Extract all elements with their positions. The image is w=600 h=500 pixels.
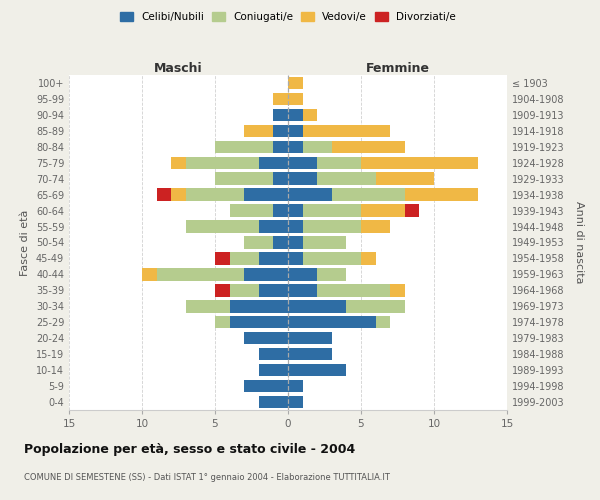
Bar [230, 300, 288, 312]
Legend: Celibi/Nubili, Coniugati/e, Vedovi/e, Divorziati/e: Celibi/Nubili, Coniugati/e, Vedovi/e, Di… [116, 8, 460, 26]
Bar [186, 156, 259, 169]
Bar [288, 364, 346, 376]
Bar [215, 172, 274, 185]
Bar [302, 108, 317, 121]
Bar [186, 300, 230, 312]
Bar [361, 252, 376, 264]
Bar [288, 380, 302, 392]
Bar [171, 188, 186, 201]
Bar [361, 220, 390, 233]
Bar [288, 332, 332, 344]
Text: Maschi: Maschi [154, 62, 203, 75]
Bar [288, 140, 302, 153]
Bar [332, 140, 405, 153]
Bar [274, 140, 288, 153]
Bar [244, 236, 274, 248]
Bar [259, 252, 288, 264]
Bar [288, 156, 317, 169]
Bar [317, 268, 346, 280]
Bar [288, 300, 346, 312]
Bar [142, 268, 157, 280]
Bar [288, 172, 317, 185]
Bar [259, 396, 288, 408]
Y-axis label: Anni di nascita: Anni di nascita [574, 201, 584, 284]
Bar [244, 124, 274, 137]
Bar [244, 332, 288, 344]
Bar [230, 284, 259, 296]
Bar [186, 188, 244, 201]
Bar [288, 77, 302, 89]
Bar [288, 124, 302, 137]
Bar [244, 188, 288, 201]
Bar [259, 364, 288, 376]
Bar [288, 92, 302, 105]
Bar [259, 348, 288, 360]
Bar [274, 108, 288, 121]
Bar [288, 220, 302, 233]
Bar [288, 236, 302, 248]
Bar [302, 220, 361, 233]
Bar [288, 188, 332, 201]
Bar [274, 172, 288, 185]
Bar [317, 156, 361, 169]
Bar [157, 188, 171, 201]
Bar [215, 284, 230, 296]
Bar [288, 396, 302, 408]
Bar [244, 268, 288, 280]
Bar [376, 172, 434, 185]
Bar [317, 284, 390, 296]
Bar [259, 284, 288, 296]
Bar [288, 268, 317, 280]
Bar [317, 172, 376, 185]
Bar [274, 124, 288, 137]
Bar [274, 236, 288, 248]
Bar [288, 252, 302, 264]
Bar [288, 108, 302, 121]
Bar [361, 156, 478, 169]
Bar [361, 204, 405, 217]
Bar [215, 140, 274, 153]
Bar [274, 204, 288, 217]
Text: COMUNE DI SEMESTENE (SS) - Dati ISTAT 1° gennaio 2004 - Elaborazione TUTTITALIA.: COMUNE DI SEMESTENE (SS) - Dati ISTAT 1°… [24, 472, 390, 482]
Bar [215, 252, 230, 264]
Bar [405, 204, 419, 217]
Bar [302, 252, 361, 264]
Bar [230, 204, 274, 217]
Bar [405, 188, 478, 201]
Bar [230, 252, 259, 264]
Bar [171, 156, 186, 169]
Bar [302, 140, 332, 153]
Bar [259, 156, 288, 169]
Bar [288, 348, 332, 360]
Bar [390, 284, 405, 296]
Bar [302, 236, 346, 248]
Bar [230, 316, 288, 328]
Bar [302, 204, 361, 217]
Bar [332, 188, 405, 201]
Bar [215, 316, 230, 328]
Bar [302, 124, 390, 137]
Bar [346, 300, 405, 312]
Bar [157, 268, 244, 280]
Bar [186, 220, 259, 233]
Bar [244, 380, 288, 392]
Bar [376, 316, 390, 328]
Bar [274, 92, 288, 105]
Bar [259, 220, 288, 233]
Bar [288, 204, 302, 217]
Bar [288, 284, 317, 296]
Text: Femmine: Femmine [365, 62, 430, 75]
Text: Popolazione per età, sesso e stato civile - 2004: Popolazione per età, sesso e stato civil… [24, 442, 355, 456]
Y-axis label: Fasce di età: Fasce di età [20, 210, 30, 276]
Bar [288, 316, 376, 328]
